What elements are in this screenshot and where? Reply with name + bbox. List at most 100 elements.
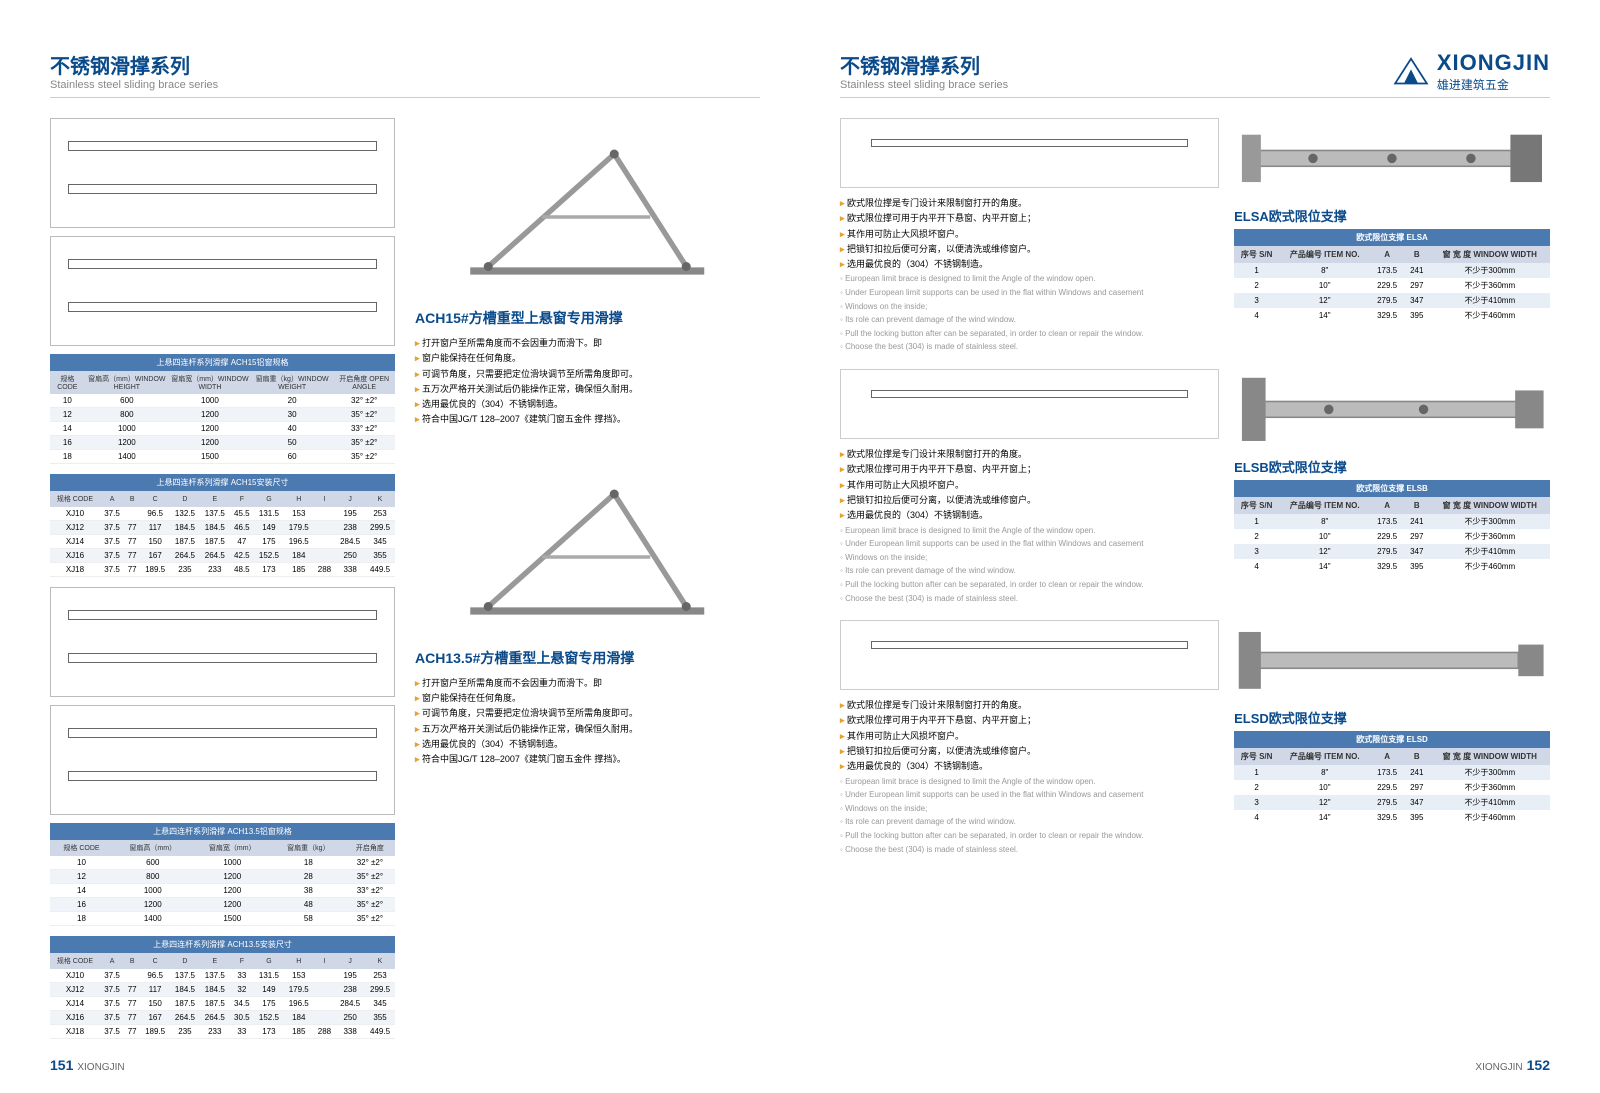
table-title: 上悬四连杆系列滑撑 ACH15铝窗规格	[50, 354, 395, 371]
bullet-item: 符合中国JG/T 128–2007《建筑门窗五金件 撑挡》。	[415, 752, 760, 767]
bullet-item: 打开窗户至所需角度而不会因重力而滑下。即	[415, 676, 760, 691]
table-row: 18140015006035° ±2°	[50, 450, 395, 464]
left-col-products: ACH15#方槽重型上悬窗专用滑撑 打开窗户至所需角度而不会因重力而滑下。即窗户…	[415, 118, 760, 1049]
table-row: XJ1237.577117184.5184.546.5149179.523829…	[50, 521, 395, 535]
elsa-section: 欧式限位撑是专门设计来限制窗打开的角度。欧式限位撑可用于内平开下悬窗、内平开窗上…	[840, 118, 1550, 354]
elsa-bullets-en: European limit brace is designed to limi…	[840, 272, 1219, 354]
bullet-item: 其作用可防止大风损坏窗户。	[840, 227, 1219, 242]
technical-drawing-3	[50, 587, 395, 697]
elsa-bullets-cn: 欧式限位撑是专门设计来限制窗打开的角度。欧式限位撑可用于内平开下悬窗、内平开窗上…	[840, 196, 1219, 272]
bullet-item: 窗户能保持在任何角度。	[415, 351, 760, 366]
table-column: A	[1370, 748, 1404, 765]
bullet-item: Choose the best (304) is made of stainle…	[840, 340, 1219, 354]
table-column: A	[100, 491, 124, 507]
footer-left: 151XIONGJIN	[50, 1057, 125, 1073]
elsb-bullets-en: European limit brace is designed to limi…	[840, 524, 1219, 606]
bullet-item: 欧式限位撑是专门设计来限制窗打开的角度。	[840, 698, 1219, 713]
table-row: XJ1637.577167264.5264.530.5152.518425035…	[50, 1011, 395, 1025]
table-column: F	[230, 491, 254, 507]
table-row: XJ1837.577189.523523348.5173185288338449…	[50, 563, 395, 577]
bullet-item: Pull the locking button after can be sep…	[840, 829, 1219, 843]
bullet-item: 把锁钉扣拉后便可分离，以便清洗或维修窗户。	[840, 744, 1219, 759]
bullet-item: Windows on the inside;	[840, 300, 1219, 314]
table-row: XJ1037.596.5137.5137.533131.5153195253	[50, 969, 395, 983]
table-column: 窗扇高（mm）WINDOW HEIGHT	[85, 371, 169, 394]
table-column: 产品编号 ITEM NO.	[1279, 497, 1370, 514]
table-column: J	[335, 953, 365, 969]
bullet-item: Under European limit supports can be use…	[840, 537, 1219, 551]
bullet-item: Choose the best (304) is made of stainle…	[840, 843, 1219, 857]
bullet-item: 欧式限位撑可用于内平开下悬窗、内平开窗上；	[840, 211, 1219, 226]
table-column: B	[1404, 497, 1430, 514]
table-column: 产品编号 ITEM NO.	[1279, 748, 1370, 765]
header-divider	[50, 97, 760, 98]
elsd-table: 欧式限位支撑 ELSD 序号 S/N产品编号 ITEM NO.AB窗 宽 度 W…	[1234, 731, 1550, 825]
elsd-title: ELSD欧式限位支撑	[1234, 708, 1550, 727]
product-title-ach15: ACH15#方槽重型上悬窗专用滑撑	[415, 308, 760, 328]
table-row: XJ1637.577167264.5264.542.5152.518425035…	[50, 549, 395, 563]
table-row: XJ1837.577189.523523333173185288338449.5	[50, 1025, 395, 1039]
table-row: XJ1437.577150187.5187.534.5175196.5284.5…	[50, 997, 395, 1011]
page-number: 152	[1527, 1057, 1550, 1073]
elsd-section: 欧式限位撑是专门设计来限制窗打开的角度。欧式限位撑可用于内平开下悬窗、内平开窗上…	[840, 620, 1550, 856]
elsa-title: ELSA欧式限位支撑	[1234, 206, 1550, 225]
table-column: D	[170, 953, 200, 969]
bullet-item: 五万次严格开关测试后仍能操作正常，确保恒久耐用。	[415, 382, 760, 397]
table-column: 窗扇高（mm）	[113, 840, 192, 856]
table-column: H	[284, 953, 314, 969]
technical-drawing-1	[50, 118, 395, 228]
product-bullets-ach15: 打开窗户至所需角度而不会因重力而滑下。即窗户能保持在任何角度。可调节角度，只需要…	[415, 336, 760, 428]
table-column: C	[140, 491, 170, 507]
table-column: D	[170, 491, 200, 507]
elsd-bullets-cn: 欧式限位撑是专门设计来限制窗打开的角度。欧式限位撑可用于内平开下悬窗、内平开窗上…	[840, 698, 1219, 774]
table-column: J	[335, 491, 365, 507]
table-column: C	[140, 953, 170, 969]
technical-drawing-elsd	[840, 620, 1219, 690]
table-column: B	[1404, 246, 1430, 263]
table-column: 产品编号 ITEM NO.	[1279, 246, 1370, 263]
table-column: 窗扇重（kg）WINDOW WEIGHT	[251, 371, 333, 394]
table-title: 上悬四连杆系列滑撑 ACH15安装尺寸	[50, 474, 395, 491]
table-column: 规格 CODE	[50, 491, 100, 507]
logo-icon	[1393, 57, 1429, 87]
table-column: 窗 宽 度 WINDOW WIDTH	[1430, 246, 1550, 263]
page-left: 不锈钢滑撑系列 Stainless steel sliding brace se…	[0, 0, 800, 1093]
product-title-ach135: ACH13.5#方槽重型上悬窗专用滑撑	[415, 648, 760, 668]
table-column: 开启角度	[345, 840, 395, 856]
bullet-item: 打开窗户至所需角度而不会因重力而滑下。即	[415, 336, 760, 351]
table-row: 414"329.5395不少于460mm	[1234, 559, 1550, 574]
table-column: 规格 CODE	[50, 371, 85, 394]
elsb-table: 欧式限位支撑 ELSB 序号 S/N产品编号 ITEM NO.AB窗 宽 度 W…	[1234, 480, 1550, 574]
table-column: G	[254, 953, 284, 969]
bullet-item: 把锁钉扣拉后便可分离，以便清洗或维修窗户。	[840, 242, 1219, 257]
table-column: 窗扇宽（mm）WINDOW WIDTH	[169, 371, 251, 394]
table-row: 414"329.5395不少于460mm	[1234, 810, 1550, 825]
table-row: 16120012005035° ±2°	[50, 436, 395, 450]
table-column: 窗 宽 度 WINDOW WIDTH	[1430, 748, 1550, 765]
elsb-title: ELSB欧式限位支撑	[1234, 457, 1550, 476]
table-row: 1280012002835° ±2°	[50, 870, 395, 884]
elsa-product-image	[1234, 118, 1550, 198]
table-row: 1280012003035° ±2°	[50, 408, 395, 422]
bullet-item: Windows on the inside;	[840, 551, 1219, 565]
table-column: 窗 宽 度 WINDOW WIDTH	[1430, 497, 1550, 514]
bullet-item: 选用最优良的（304）不锈钢制造。	[840, 508, 1219, 523]
table-column: B	[124, 491, 140, 507]
bullet-item: Pull the locking button after can be sep…	[840, 578, 1219, 592]
technical-drawing-elsb	[840, 369, 1219, 439]
table-column: 序号 S/N	[1234, 497, 1279, 514]
install-table-ach15: 上悬四连杆系列滑撑 ACH15安装尺寸 规格 CODEABCDEFGHIJK X…	[50, 474, 395, 577]
title-en: Stainless steel sliding brace series	[50, 79, 760, 91]
header-divider	[840, 97, 1550, 98]
elsb-product-image	[1234, 369, 1550, 449]
table-column: 窗扇重（kg）	[272, 840, 345, 856]
limit-brace-icon	[1234, 613, 1550, 708]
table-row: 414"329.5395不少于460mm	[1234, 308, 1550, 323]
table-row: 312"279.5347不少于410mm	[1234, 795, 1550, 810]
spec-table-ach135: 上悬四连杆系列滑撑 ACH13.5铝窗规格 规格 CODE窗扇高（mm）窗扇宽（…	[50, 823, 395, 926]
technical-drawing-elsa	[840, 118, 1219, 188]
table-column: K	[365, 953, 395, 969]
bullet-item: 欧式限位撑可用于内平开下悬窗、内平开窗上；	[840, 713, 1219, 728]
table-row: XJ1237.577117184.5184.532149179.5238299.…	[50, 983, 395, 997]
table-row: 1060010002032° ±2°	[50, 394, 395, 408]
